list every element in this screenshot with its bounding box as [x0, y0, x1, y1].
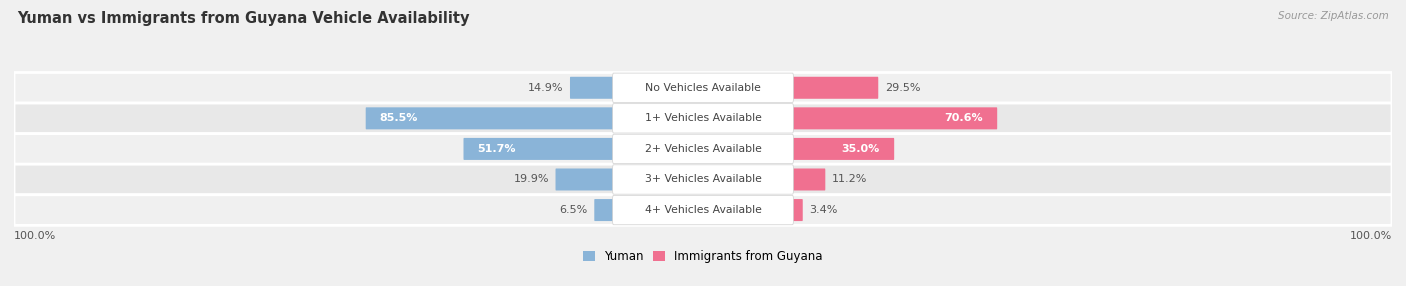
Text: 100.0%: 100.0%	[1350, 231, 1392, 241]
Text: 3+ Vehicles Available: 3+ Vehicles Available	[644, 174, 762, 184]
FancyBboxPatch shape	[464, 138, 614, 160]
Text: 100.0%: 100.0%	[14, 231, 56, 241]
FancyBboxPatch shape	[14, 164, 1392, 195]
Text: Source: ZipAtlas.com: Source: ZipAtlas.com	[1278, 11, 1389, 21]
Legend: Yuman, Immigrants from Guyana: Yuman, Immigrants from Guyana	[578, 245, 828, 268]
Text: 35.0%: 35.0%	[842, 144, 880, 154]
Text: 85.5%: 85.5%	[380, 113, 418, 123]
Text: 11.2%: 11.2%	[832, 174, 868, 184]
Text: 6.5%: 6.5%	[560, 205, 588, 215]
Text: 51.7%: 51.7%	[478, 144, 516, 154]
FancyBboxPatch shape	[613, 165, 793, 194]
Text: 70.6%: 70.6%	[945, 113, 983, 123]
FancyBboxPatch shape	[792, 138, 894, 160]
FancyBboxPatch shape	[613, 195, 793, 225]
Text: 1+ Vehicles Available: 1+ Vehicles Available	[644, 113, 762, 123]
Text: 19.9%: 19.9%	[513, 174, 548, 184]
FancyBboxPatch shape	[555, 168, 614, 190]
Text: 14.9%: 14.9%	[527, 83, 564, 93]
FancyBboxPatch shape	[792, 77, 879, 99]
FancyBboxPatch shape	[792, 199, 803, 221]
FancyBboxPatch shape	[613, 134, 793, 164]
Text: 4+ Vehicles Available: 4+ Vehicles Available	[644, 205, 762, 215]
FancyBboxPatch shape	[366, 107, 614, 129]
FancyBboxPatch shape	[569, 77, 614, 99]
FancyBboxPatch shape	[792, 107, 997, 129]
FancyBboxPatch shape	[595, 199, 614, 221]
Text: Yuman vs Immigrants from Guyana Vehicle Availability: Yuman vs Immigrants from Guyana Vehicle …	[17, 11, 470, 26]
FancyBboxPatch shape	[792, 168, 825, 190]
Text: 29.5%: 29.5%	[884, 83, 921, 93]
FancyBboxPatch shape	[14, 103, 1392, 134]
Text: No Vehicles Available: No Vehicles Available	[645, 83, 761, 93]
Text: 2+ Vehicles Available: 2+ Vehicles Available	[644, 144, 762, 154]
FancyBboxPatch shape	[14, 72, 1392, 103]
Text: 3.4%: 3.4%	[810, 205, 838, 215]
FancyBboxPatch shape	[14, 134, 1392, 164]
FancyBboxPatch shape	[14, 195, 1392, 225]
FancyBboxPatch shape	[613, 73, 793, 102]
FancyBboxPatch shape	[613, 104, 793, 133]
